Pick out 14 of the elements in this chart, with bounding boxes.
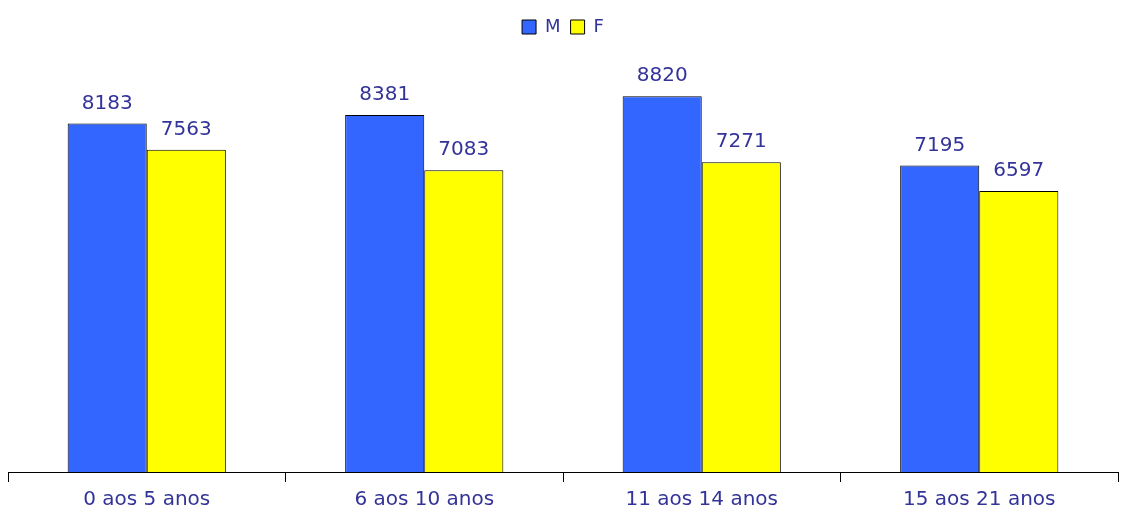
data-label: 8820 (636, 62, 688, 87)
legend-label: M (545, 14, 561, 36)
data-label: 8381 (359, 81, 411, 106)
legend-label: F (593, 14, 604, 36)
data-label: 6597 (993, 157, 1045, 182)
x-tick-label: 15 aos 21 anos (903, 486, 1056, 511)
data-label: 7083 (438, 136, 490, 161)
data-label: 7195 (914, 131, 966, 156)
x-tick-label: 11 aos 14 anos (625, 486, 778, 511)
data-label: 7271 (715, 128, 767, 153)
data-label: 7563 (160, 116, 212, 141)
data-label: 8183 (81, 89, 133, 114)
x-tick-label: 6 aos 10 anos (354, 486, 495, 511)
x-tick-label: 0 aos 5 anos (83, 486, 211, 511)
